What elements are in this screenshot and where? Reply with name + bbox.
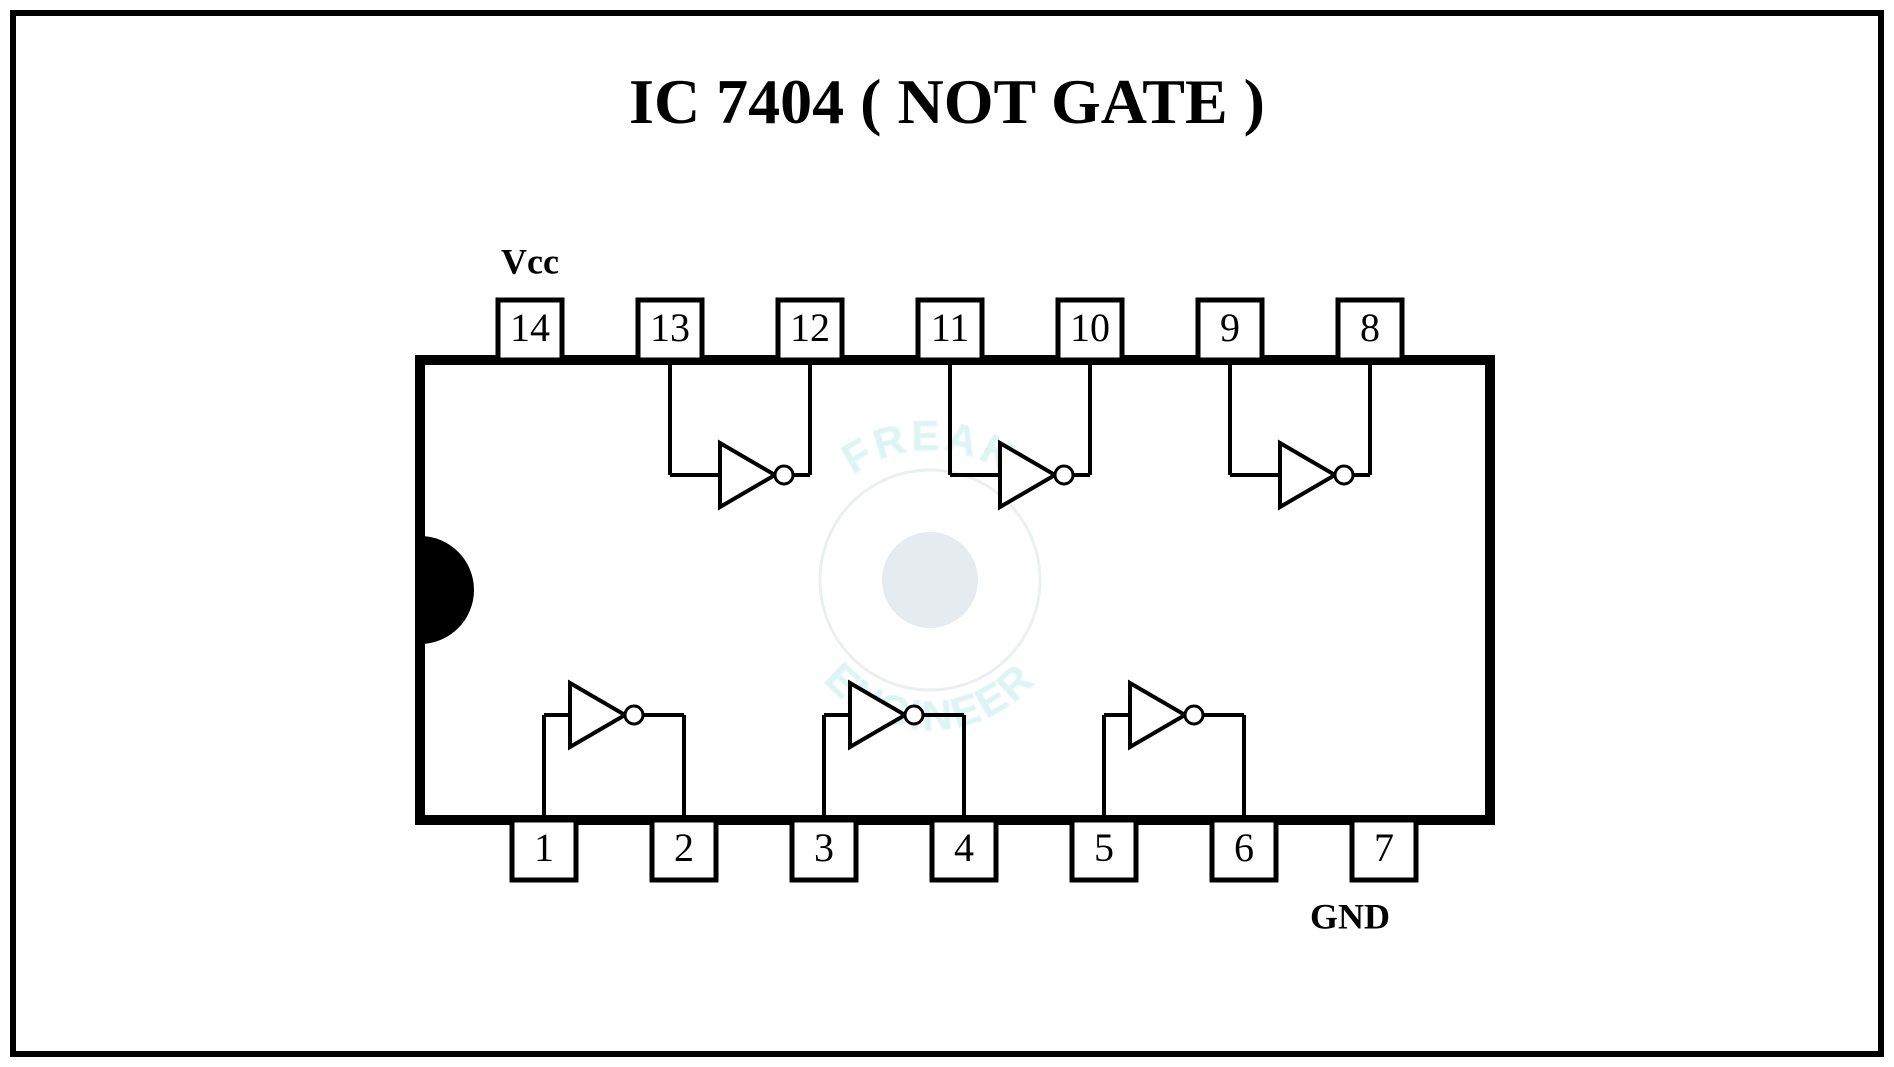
pin-13-label: 13 bbox=[650, 305, 690, 350]
not-gate-triangle bbox=[570, 683, 625, 747]
not-gate-triangle bbox=[720, 443, 775, 507]
pin-3-label: 3 bbox=[814, 825, 834, 870]
pin-5-label: 5 bbox=[1094, 825, 1114, 870]
vcc-label: Vcc bbox=[501, 241, 559, 281]
pin-14-label: 14 bbox=[510, 305, 550, 350]
pin-12-label: 12 bbox=[790, 305, 830, 350]
not-gate-bubble bbox=[1185, 706, 1203, 724]
pin-2-label: 2 bbox=[674, 825, 694, 870]
pin-11-label: 11 bbox=[931, 305, 970, 350]
not-gate-bubble bbox=[775, 466, 793, 484]
pin-8-label: 8 bbox=[1360, 305, 1380, 350]
not-gate-bubble bbox=[625, 706, 643, 724]
svg-text:FREAK: FREAK bbox=[834, 412, 1026, 483]
pin-7-label: 7 bbox=[1374, 825, 1394, 870]
ic-diagram: FREAKENGINEER1413121110981234567VccGND bbox=[0, 0, 1894, 1067]
chip-notch bbox=[420, 536, 474, 644]
not-gate-triangle bbox=[1000, 443, 1055, 507]
not-gate-bubble bbox=[1055, 466, 1073, 484]
not-gate-triangle bbox=[1280, 443, 1335, 507]
pin-4-label: 4 bbox=[954, 825, 974, 870]
not-gate-bubble bbox=[905, 706, 923, 724]
pin-10-label: 10 bbox=[1070, 305, 1110, 350]
pin-1-label: 1 bbox=[534, 825, 554, 870]
pin-9-label: 9 bbox=[1220, 305, 1240, 350]
not-gate-triangle bbox=[1130, 683, 1185, 747]
pin-6-label: 6 bbox=[1234, 825, 1254, 870]
not-gate-bubble bbox=[1335, 466, 1353, 484]
gnd-label: GND bbox=[1310, 896, 1390, 936]
